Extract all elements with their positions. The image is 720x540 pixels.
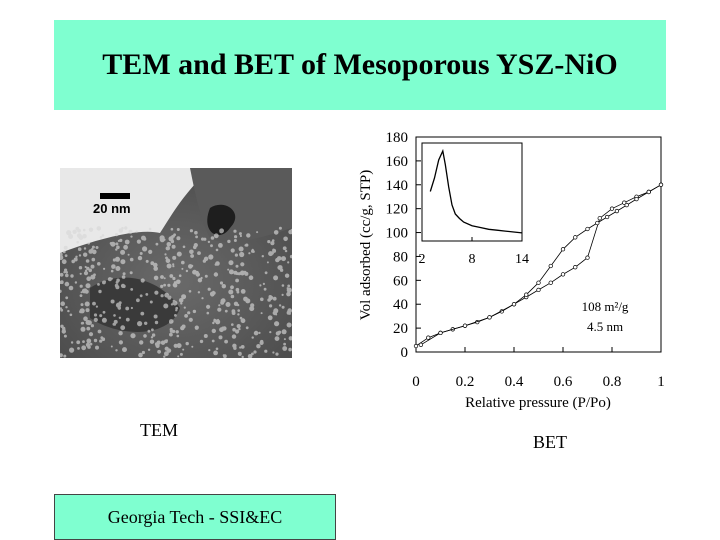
isotherm-point [595,220,600,226]
isotherm-point [524,292,529,297]
y-tick-label: 140 [386,178,409,194]
tem-micrograph: 20 nm [60,168,292,358]
tem-image: 20 nm [60,168,292,358]
isotherm-point [614,208,620,214]
y-tick-label: 180 [386,130,409,146]
x-axis-ticks: 0 0.2 0.4 0.6 0.8 1 [412,347,665,390]
scale-bar [100,193,130,199]
isotherm-point [609,206,615,211]
x-tick-label: 0.6 [554,374,573,390]
isotherm-point [487,315,492,320]
isotherm-point [624,202,629,208]
footer-banner: Georgia Tech - SSI&EC [54,494,336,540]
x-tick-label: 1 [657,374,665,390]
bet-caption: BET [533,432,567,452]
isotherm-point [560,272,566,277]
bet-plot: 0 20 40 60 80 100 120 140 160 180 0 0.2 0.4 0.6 0.8 1 … [350,125,672,415]
y-tick-label: 0 [401,345,409,361]
y-tick-label: 160 [386,154,409,170]
y-tick-label: 60 [393,273,408,289]
tem-caption: TEM [140,420,178,440]
inset-x-ticks: 2 8 14 [419,237,529,267]
isotherm-point [634,196,639,202]
isotherm-point [585,255,590,260]
y-tick-label: 20 [393,321,408,337]
isotherm-point [536,280,541,285]
inset-x-tick-label: 14 [515,252,529,267]
y-axis-label: Vol adsorbed (cc/g, STP) [358,170,374,321]
isotherm-point [658,182,664,187]
isotherm-point [646,189,651,195]
title-banner: TEM and BET of Mesoporous YSZ-NiO [54,20,666,110]
isotherm-point [413,343,419,349]
x-tick-label: 0.4 [505,374,524,390]
y-tick-label: 40 [393,297,408,313]
isotherm-point [511,302,517,307]
isotherm-point [426,335,431,340]
inset-x-tick-label: 8 [469,252,476,267]
inset-pore-distribution-line [429,148,523,234]
y-tick-label: 120 [386,202,409,218]
scale-label: 20 nm [93,201,131,216]
isotherm-point [438,330,443,336]
surface-area-annotation: 108 m²/g [582,299,629,314]
inset-x-tick-label: 2 [419,252,426,267]
x-tick-label: 0.2 [456,374,475,390]
x-axis-label: Relative pressure (P/Po) [465,395,611,411]
x-tick-label: 0.8 [603,374,622,390]
y-axis-ticks: 0 20 40 60 80 100 120 140 160 180 [386,130,421,361]
isotherm-point [585,226,590,232]
isotherm-point [418,342,424,347]
pore-size-annotation: 4.5 nm [587,319,623,334]
y-tick-label: 100 [386,226,409,242]
plot-frame [415,136,662,353]
slide-title: TEM and BET of Mesoporous YSZ-NiO [102,48,618,81]
isotherm-point [597,216,602,221]
isotherm-point [536,287,541,293]
isotherm-point [573,265,578,270]
tem-bright-region [60,168,210,253]
isotherm-point [548,280,553,285]
isotherm-point [548,263,553,269]
isotherm-series [413,182,664,349]
isotherm-point [604,214,610,220]
y-tick-label: 80 [393,249,408,265]
x-tick-label: 0 [412,374,420,390]
isotherm-point [573,235,578,240]
isotherm-point [462,323,468,328]
footer-text: Georgia Tech - SSI&EC [107,506,283,527]
isotherm-point [560,247,566,252]
